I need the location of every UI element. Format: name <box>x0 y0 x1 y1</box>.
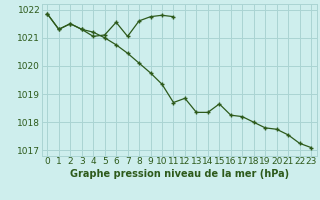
X-axis label: Graphe pression niveau de la mer (hPa): Graphe pression niveau de la mer (hPa) <box>70 169 289 179</box>
